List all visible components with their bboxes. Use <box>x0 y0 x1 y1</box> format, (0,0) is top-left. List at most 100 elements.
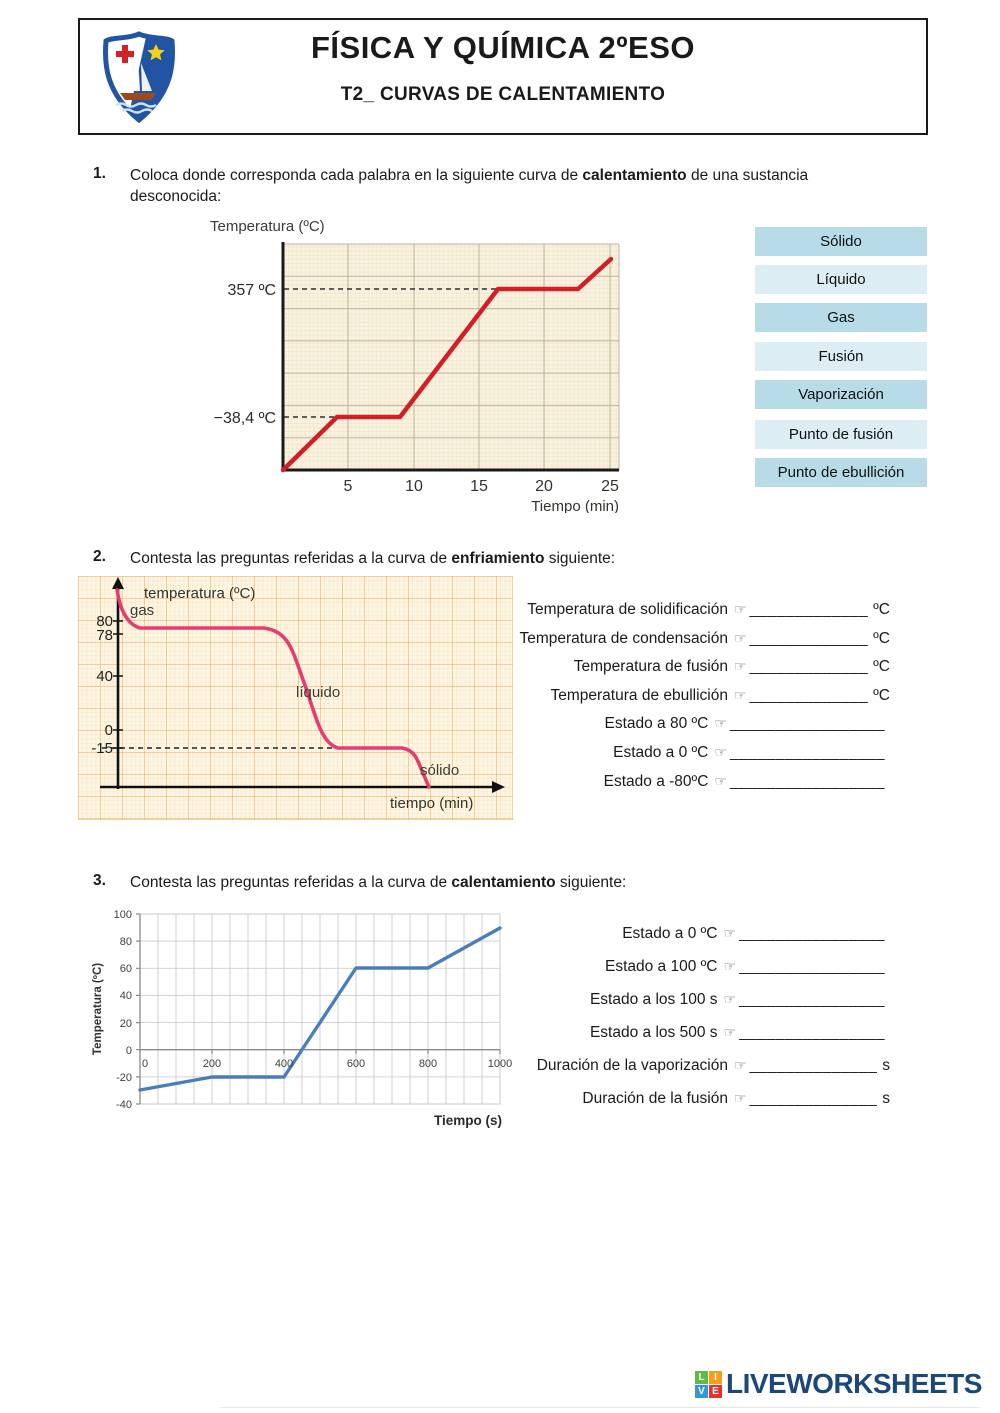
q3-keyword: calentamiento <box>451 874 556 891</box>
q1-chart-major-grid <box>283 243 620 470</box>
answer-row: Duración de la vaporización ☞ ____________… <box>498 1057 890 1090</box>
q1-xtick-20: 20 <box>535 478 553 495</box>
q1-xtick-15: 15 <box>470 478 488 495</box>
phase-label-solido: sólido <box>420 762 459 779</box>
answer-blank[interactable]: _________________ <box>729 715 885 733</box>
q3-text: Contesta las preguntas referidas a la cu… <box>130 872 900 893</box>
q2-ytick-m15: -15 <box>91 740 113 757</box>
q1-xtick-25: 25 <box>601 478 619 495</box>
answer-unit: s <box>882 1090 890 1107</box>
answer-blank[interactable]: ________________ <box>739 1024 885 1041</box>
answer-blank[interactable]: ________________ <box>739 925 885 942</box>
answer-blank[interactable]: _____________ <box>749 629 869 647</box>
q2-cooling-curve-chart: 80 78 40 0 -15 temperatura (ºC) gas líqu… <box>78 576 513 820</box>
answer-blank[interactable]: ________________ <box>739 958 885 975</box>
q2-number: 2. <box>93 548 106 565</box>
liveworksheets-logo: L I V E LIVEWORKSHEETS <box>695 1368 982 1400</box>
page-title: FÍSICA Y QUÍMICA 2ºESO <box>310 30 696 65</box>
answer-label: Estado a -80ºC <box>603 772 709 790</box>
q1-keyword: calentamiento <box>582 167 687 184</box>
answer-unit: ºC <box>873 686 890 704</box>
answer-blank[interactable]: ________________ <box>739 991 885 1008</box>
hand-icon: ☞ <box>734 1090 747 1106</box>
q3-ytick-20: 20 <box>120 1018 132 1030</box>
tile-v: V <box>695 1384 708 1398</box>
q2-text: Contesta las preguntas referidas a la cu… <box>130 548 900 569</box>
page-subtitle: T2_ CURVAS DE CALENTAMIENTO <box>340 84 666 105</box>
answer-blank[interactable]: _____________ <box>749 658 869 676</box>
hand-icon: ☞ <box>723 1024 737 1040</box>
answer-row: Temperatura de solidificación ☞ __________… <box>498 601 890 630</box>
word-bank-item-vaporizacion[interactable]: Vaporización <box>755 380 927 409</box>
q2-chart-xlabel: tiempo (min) <box>390 795 473 812</box>
answer-label: Estado a 80 ºC <box>604 715 709 733</box>
tile-e: E <box>709 1384 722 1398</box>
answer-blank[interactable]: _____________ <box>749 686 869 704</box>
word-bank-item-liquido[interactable]: Líquido <box>755 265 927 294</box>
star-icon <box>147 44 165 61</box>
q2-answer-rows: Temperatura de solidificación ☞ __________… <box>498 601 890 801</box>
answer-label: Duración de la fusión <box>582 1090 728 1107</box>
hand-icon: ☞ <box>734 658 747 675</box>
q1-text: Coloca donde corresponda cada palabra en… <box>130 165 900 207</box>
answer-label: Estado a 100 ºC <box>604 958 718 975</box>
q2-chart-grid <box>78 576 513 820</box>
answer-label: Temperatura de ebullición <box>550 686 729 704</box>
hand-icon: ☞ <box>734 686 747 703</box>
answer-row: Estado a los 500 s ☞ ________________ <box>498 1024 890 1057</box>
sail-icon <box>124 59 140 91</box>
q2-text-before: Contesta las preguntas referidas a la cu… <box>130 550 452 567</box>
word-bank-item-punto-de-ebullicion[interactable]: Punto de ebullición <box>755 458 927 487</box>
melting-point-label: −38,4 ºC <box>214 410 276 427</box>
q1-chart-xlabel: Tiempo (min) <box>531 498 619 513</box>
liveworksheets-tiles-icon: L I V E <box>695 1370 722 1398</box>
q1-heating-curve-line <box>280 256 614 473</box>
q1-xtick-5: 5 <box>344 478 353 495</box>
hand-icon: ☞ <box>714 715 727 732</box>
q3-text-after: siguiente: <box>555 874 627 891</box>
q3-ytick-0: 0 <box>126 1045 132 1057</box>
hand-icon: ☞ <box>723 925 737 941</box>
hand-icon: ☞ <box>734 1057 747 1073</box>
answer-unit: s <box>882 1057 890 1074</box>
answer-blank[interactable]: _________________ <box>729 772 885 790</box>
word-bank-item-fusion[interactable]: Fusión <box>755 342 927 371</box>
q3-ytick-60: 60 <box>120 963 132 975</box>
tile-i: I <box>709 1370 722 1384</box>
q2-ytick-0: 0 <box>105 722 113 739</box>
answer-blank[interactable]: ______________ <box>749 1057 878 1074</box>
answer-row: Temperatura de condensación ☞ ____________… <box>498 630 890 659</box>
tile-l: L <box>695 1370 708 1384</box>
q2-ytick-80: 80 <box>96 613 113 630</box>
word-bank-item-solido[interactable]: Sólido <box>755 227 927 256</box>
answer-blank[interactable]: ______________ <box>749 1090 878 1107</box>
answer-row: Estado a 80 ºC ☞ _________________ <box>498 715 890 744</box>
q2-ytick-78: 78 <box>96 627 113 644</box>
answer-blank[interactable]: _____________ <box>749 601 869 618</box>
q3-xtick-600: 600 <box>347 1058 365 1070</box>
liveworksheets-wordmark: LIVEWORKSHEETS <box>726 1368 982 1399</box>
q3-xtick-200: 200 <box>203 1058 221 1070</box>
hand-icon: ☞ <box>714 743 727 760</box>
q3-axis-ticks <box>136 913 501 1105</box>
q2-axis-ticks <box>113 620 123 749</box>
q3-xtick-0: 0 <box>142 1058 148 1070</box>
answer-row: Estado a los 100 s ☞ ________________ <box>498 991 890 1024</box>
answer-label: Duración de la vaporización <box>536 1057 728 1074</box>
q2-ytick-40: 40 <box>96 668 113 685</box>
q1-heating-curve-chart: Temperatura (ºC) 357 ºC −38,4 ºC 5 10 15… <box>210 218 620 513</box>
scan-artifact-line <box>220 1407 980 1408</box>
word-bank-item-gas[interactable]: Gas <box>755 303 927 332</box>
word-bank-item-punto-de-fusion[interactable]: Punto de fusión <box>755 420 927 449</box>
hand-icon: ☞ <box>734 629 747 646</box>
q2-keyword: enfriamiento <box>451 550 545 567</box>
phase-label-gas: gas <box>130 602 154 619</box>
answer-label: Temperatura de fusión <box>573 658 728 676</box>
q3-chart-grid <box>140 914 500 1104</box>
q3-ytick-m20: -20 <box>116 1072 132 1084</box>
answer-label: Estado a los 100 s <box>589 991 718 1008</box>
q3-ytick-100: 100 <box>114 909 132 921</box>
answer-unit: ºC <box>873 658 890 676</box>
answer-blank[interactable]: _________________ <box>729 743 885 761</box>
answer-row: Duración de la fusión ☞ ______________ s <box>498 1090 890 1123</box>
